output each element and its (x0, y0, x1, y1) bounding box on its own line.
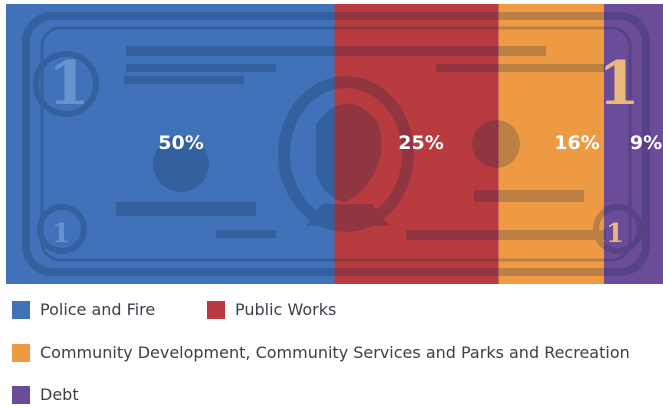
bill-right-seal (472, 120, 520, 168)
legend-swatch (207, 300, 225, 319)
legend-label: Community Development, Community Service… (40, 343, 630, 362)
bill-digit-br: 1 (606, 219, 624, 249)
legend-item-police-and-fire: Police and Fire (12, 300, 155, 319)
bar-segment-police-and-fire (6, 4, 335, 284)
bar-segment-debt (603, 4, 663, 284)
bill-border (22, 12, 650, 276)
legend-label: Debt (40, 385, 79, 404)
data-label-public-works: 25% (398, 132, 443, 154)
legend-label: Public Works (235, 300, 337, 319)
data-label-debt: 9% (630, 132, 662, 154)
bill-portrait-frame (278, 76, 414, 232)
labels-layer: 50% 25% 16% 9% (158, 132, 662, 154)
bar-segment-community-development-community-services-and-parks-and-recreation (498, 4, 604, 284)
bill-digit-bl: 1 (52, 219, 70, 249)
bill-bar-bottom (116, 202, 256, 216)
legend-swatch (12, 343, 30, 362)
bill-bar-bottom3 (216, 230, 276, 238)
stacked-budget-bar: 1 1 1 1 50% 25% 16% 9% (6, 4, 663, 284)
legend-swatch (12, 300, 30, 319)
bill-corner-seal-tl (33, 51, 99, 117)
legend-item-community-development: Community Development, Community Service… (12, 343, 630, 362)
bill-digits: 1 1 1 1 (48, 49, 640, 249)
bar-segment-public-works (334, 4, 499, 284)
legend-item-debt: Debt (12, 385, 79, 404)
chart-svg: 1 1 1 1 50% 25% 16% 9% (6, 4, 663, 284)
data-label-community-development-community-services-and-parks-and-recreation: 16% (554, 132, 599, 154)
bill-digit-tl: 1 (48, 49, 90, 119)
legend-swatch (12, 385, 30, 404)
data-label-police-and-fire: 50% (158, 132, 203, 154)
bill-bar-top2 (126, 64, 276, 72)
bill-bar-top3 (436, 64, 606, 72)
legend-item-public-works: Public Works (207, 300, 336, 319)
bill-bar-mid (124, 76, 244, 84)
bill-left-seal (153, 136, 209, 192)
dollar-bill-illustration (22, 12, 650, 276)
bill-corner-seal-br (593, 204, 643, 254)
bill-bar-top (126, 46, 546, 56)
bars-layer (6, 4, 663, 284)
bill-portrait (306, 103, 390, 226)
bill-inner-border (40, 26, 632, 262)
bill-bar-bottom2 (406, 230, 606, 240)
bill-corner-seal-bl (37, 204, 87, 254)
bill-bar-right (474, 190, 584, 202)
bill-digit-tr: 1 (598, 49, 640, 119)
legend-label: Police and Fire (40, 300, 156, 319)
